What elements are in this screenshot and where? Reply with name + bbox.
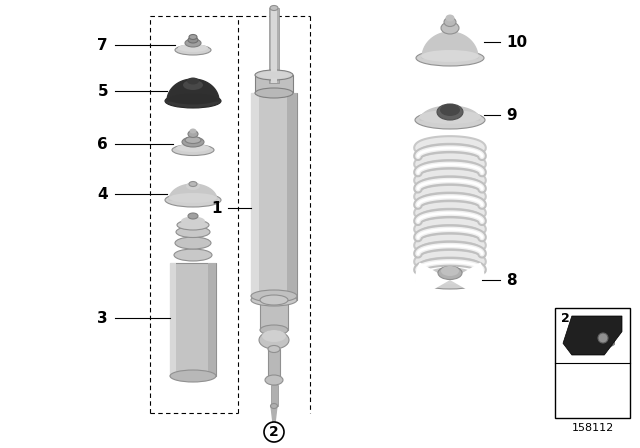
Ellipse shape [185, 39, 201, 47]
Ellipse shape [251, 290, 297, 302]
Ellipse shape [440, 104, 460, 116]
Text: 9: 9 [506, 108, 516, 122]
Ellipse shape [441, 266, 459, 276]
Text: 2: 2 [561, 311, 570, 324]
Ellipse shape [444, 17, 456, 26]
Ellipse shape [271, 404, 278, 409]
Bar [170, 263, 216, 376]
Polygon shape [592, 325, 614, 351]
Ellipse shape [176, 227, 210, 237]
Ellipse shape [186, 182, 200, 190]
Ellipse shape [259, 331, 289, 349]
Wedge shape [450, 263, 485, 297]
Bar [271, 385, 278, 406]
Ellipse shape [260, 295, 288, 305]
Bar [271, 8, 277, 83]
Bar [269, 8, 279, 83]
Ellipse shape [165, 193, 221, 207]
Ellipse shape [262, 330, 286, 342]
Bar [287, 93, 297, 300]
Ellipse shape [260, 325, 288, 335]
Ellipse shape [165, 94, 221, 108]
Ellipse shape [175, 237, 211, 249]
Bar [170, 263, 176, 376]
Text: 3: 3 [97, 310, 108, 326]
Ellipse shape [187, 78, 199, 85]
Ellipse shape [265, 375, 283, 385]
Polygon shape [420, 106, 480, 120]
Text: 4: 4 [97, 186, 108, 202]
Ellipse shape [182, 137, 204, 147]
Ellipse shape [185, 137, 201, 143]
Ellipse shape [170, 370, 216, 382]
Ellipse shape [188, 37, 198, 43]
Ellipse shape [169, 193, 217, 203]
Text: 6: 6 [97, 137, 108, 151]
Ellipse shape [169, 94, 217, 104]
Ellipse shape [438, 267, 462, 280]
Polygon shape [167, 79, 219, 101]
Text: 2: 2 [269, 425, 279, 439]
Ellipse shape [177, 220, 209, 230]
Bar [555, 308, 630, 418]
Ellipse shape [174, 249, 212, 261]
Ellipse shape [445, 14, 454, 22]
Ellipse shape [438, 267, 462, 280]
Bar [255, 75, 293, 93]
Polygon shape [271, 406, 277, 423]
Ellipse shape [416, 271, 484, 289]
Ellipse shape [441, 22, 459, 34]
Text: 5: 5 [97, 83, 108, 99]
Ellipse shape [189, 129, 196, 134]
Ellipse shape [258, 72, 290, 78]
Ellipse shape [176, 144, 210, 152]
Text: 7: 7 [97, 38, 108, 52]
Bar [208, 263, 216, 376]
Ellipse shape [251, 294, 297, 306]
Ellipse shape [175, 45, 211, 55]
Bar [260, 300, 288, 330]
Ellipse shape [437, 104, 463, 120]
Ellipse shape [189, 181, 197, 186]
Ellipse shape [415, 111, 485, 129]
Ellipse shape [255, 70, 293, 80]
Bar [251, 93, 259, 300]
Ellipse shape [183, 80, 203, 90]
Ellipse shape [421, 271, 479, 284]
Ellipse shape [268, 345, 280, 353]
Text: 1: 1 [211, 201, 222, 215]
Text: 10: 10 [506, 34, 527, 49]
Polygon shape [169, 184, 217, 200]
Ellipse shape [255, 88, 293, 98]
Polygon shape [422, 268, 478, 280]
Polygon shape [422, 32, 478, 58]
Ellipse shape [188, 130, 198, 138]
Ellipse shape [416, 50, 484, 66]
Ellipse shape [421, 50, 479, 62]
Ellipse shape [441, 266, 459, 276]
Ellipse shape [188, 213, 198, 219]
Ellipse shape [189, 34, 197, 39]
Bar [251, 93, 297, 300]
Ellipse shape [172, 145, 214, 155]
Text: 158112: 158112 [572, 423, 614, 433]
Polygon shape [563, 316, 622, 355]
Wedge shape [415, 263, 450, 297]
Bar [268, 349, 280, 376]
Ellipse shape [419, 110, 481, 124]
Ellipse shape [598, 333, 608, 343]
Ellipse shape [178, 44, 208, 52]
Circle shape [264, 422, 284, 442]
Text: 8: 8 [506, 272, 516, 288]
Ellipse shape [181, 216, 205, 225]
Ellipse shape [270, 5, 278, 10]
